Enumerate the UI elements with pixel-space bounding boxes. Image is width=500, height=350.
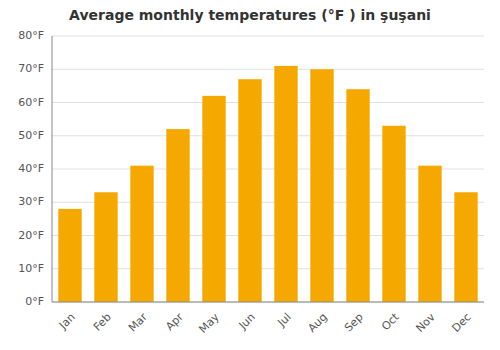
x-tick-label: Jan: [56, 311, 78, 333]
grid-line: [52, 36, 484, 37]
y-tick-label: 50°F: [18, 129, 44, 142]
title: Average monthly temperatures (°F ) in şu…: [69, 7, 431, 23]
y-tick-label: 0°F: [25, 295, 44, 308]
x-tick-label: Feb: [91, 311, 114, 334]
bar: [202, 96, 225, 302]
y-axis-line: [52, 36, 53, 302]
chart-container: 0°F 10°F 20°F 30°F 40°F 50°F 60°F 70°F 80°F Jan Fe…: [0, 0, 500, 350]
bar: [238, 79, 261, 302]
bar: [274, 66, 297, 302]
grid-line: [52, 135, 484, 136]
y-axis: 0°F 10°F 20°F 30°F 40°F 50°F 60°F 70°F 80°F: [18, 29, 44, 308]
x-tick-label: Jul: [274, 311, 293, 330]
x-tick-label: Mar: [126, 310, 150, 334]
x-tick-label: Aug: [305, 311, 329, 335]
x-tick-label: May: [196, 310, 222, 336]
grid-line: [52, 302, 484, 303]
bar: [58, 209, 81, 302]
y-tick-label: 20°F: [18, 229, 44, 242]
bar: [382, 126, 405, 302]
x-tick-label: Dec: [450, 311, 474, 335]
chart: 0°F 10°F 20°F 30°F 40°F 50°F 60°F 70°F 80°F Jan Fe…: [0, 0, 500, 350]
bar: [346, 89, 369, 302]
bar: [130, 166, 153, 302]
y-tick-label: 10°F: [18, 262, 44, 275]
bar: [310, 69, 333, 302]
y-tick-label: 30°F: [18, 195, 44, 208]
x-tick-label: Apr: [163, 310, 186, 333]
x-tick-label: Sep: [342, 311, 366, 335]
grid-line: [52, 69, 484, 70]
bar: [166, 129, 189, 302]
bar: [94, 192, 117, 302]
bars: [58, 66, 477, 302]
grid-line: [52, 102, 484, 103]
y-tick-label: 60°F: [18, 96, 44, 109]
x-tick-label: Jun: [236, 311, 258, 333]
x-axis-line: [52, 302, 484, 303]
y-tick-label: 70°F: [18, 62, 44, 75]
grid: [52, 36, 484, 302]
x-tick-label: Oct: [379, 310, 402, 333]
x-axis: Jan Feb Mar Apr May Jun Jul Aug Sep Oct Nov Dec: [56, 310, 474, 336]
y-tick-label: 80°F: [18, 29, 44, 42]
x-tick-label: Nov: [413, 310, 438, 335]
y-tick-label: 40°F: [18, 162, 44, 175]
bar: [418, 166, 441, 302]
bar: [454, 192, 477, 302]
